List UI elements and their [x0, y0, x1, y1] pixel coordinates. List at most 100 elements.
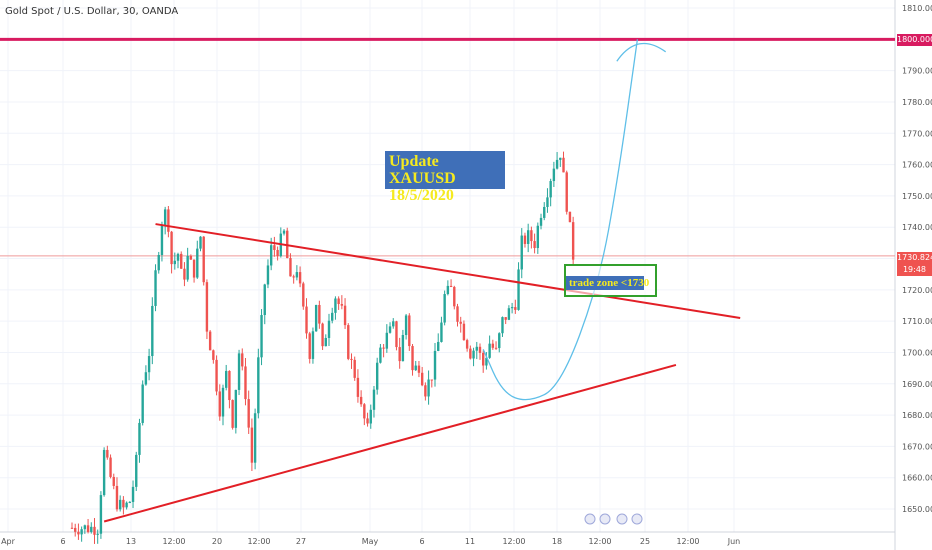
- candle-body: [559, 157, 562, 160]
- candle-body: [411, 346, 414, 371]
- candle-body: [186, 255, 189, 280]
- candle-body: [215, 359, 218, 392]
- candle-body: [138, 422, 141, 455]
- candle-body: [482, 352, 485, 366]
- candle-body: [170, 231, 173, 265]
- last-price-tag: 1730.824: [897, 252, 932, 264]
- candle-body: [298, 272, 302, 284]
- candle-body: [218, 391, 221, 417]
- candle-body: [266, 265, 270, 285]
- candle-body: [295, 272, 299, 278]
- time-axis-tick-label: 13: [126, 537, 136, 546]
- candle-body: [350, 358, 353, 360]
- time-axis-tick-label: 11: [465, 537, 475, 546]
- candle-body: [160, 225, 164, 255]
- candle-body: [449, 285, 453, 287]
- candle-body: [247, 399, 250, 428]
- projection-curve: [482, 39, 639, 401]
- candle-body: [363, 404, 366, 419]
- candle-body: [347, 325, 350, 359]
- price-axis-tick-label: 1760.000: [902, 161, 932, 170]
- candle-body: [324, 337, 327, 347]
- candle-body: [90, 526, 93, 532]
- candle-body: [456, 306, 459, 322]
- candle-body: [433, 350, 437, 380]
- candle-body: [125, 502, 128, 508]
- candle-body: [343, 305, 347, 326]
- price-axis-tick-label: 1710.000: [902, 317, 932, 326]
- candle-body: [555, 159, 559, 169]
- candle-body: [501, 317, 504, 334]
- candle-body: [475, 346, 478, 351]
- candle-body: [260, 315, 263, 358]
- candle-body: [276, 249, 279, 257]
- candle-body: [128, 501, 132, 503]
- candle-body: [526, 230, 530, 244]
- candle-body: [385, 332, 389, 349]
- candle-body: [118, 499, 122, 510]
- candle-body: [183, 268, 186, 280]
- candle-body: [167, 209, 170, 232]
- candle-body: [269, 245, 273, 266]
- candle-body: [77, 531, 80, 535]
- candle-body: [93, 526, 96, 535]
- candle-body: [106, 449, 109, 458]
- candle-body: [446, 285, 450, 295]
- time-axis-tick-label: 25: [640, 537, 650, 546]
- price-axis-tick-label: 1810.000: [902, 4, 932, 13]
- candle-body: [225, 370, 228, 388]
- time-axis-tick-label: 6: [419, 537, 424, 546]
- economic-event-icon: [584, 513, 596, 525]
- candle-body: [507, 308, 511, 320]
- candle-body: [122, 499, 125, 508]
- candle-body: [504, 317, 507, 320]
- candle-body: [478, 346, 482, 353]
- candle-body: [353, 359, 356, 378]
- candle-body: [375, 362, 379, 390]
- annotation-line-2: 18/5/2020: [389, 187, 454, 204]
- price-axis-tick-label: 1690.000: [902, 380, 932, 389]
- candle-body: [414, 365, 417, 371]
- candle-body: [562, 157, 565, 173]
- candle-body: [212, 350, 215, 360]
- candle-body: [427, 379, 430, 397]
- candle-body: [491, 343, 495, 348]
- candle-body: [74, 527, 77, 532]
- candle-body: [356, 377, 360, 397]
- candle-body: [115, 485, 119, 510]
- candle-body: [465, 340, 469, 349]
- candle-body: [546, 197, 549, 207]
- candle-body: [334, 298, 337, 313]
- candle-body: [469, 348, 472, 359]
- candle-body: [202, 236, 205, 283]
- time-axis-tick-label: 12:00: [247, 537, 270, 546]
- candle-body: [292, 276, 295, 278]
- candle-body: [539, 217, 543, 226]
- time-axis-tick-label: 18: [552, 537, 562, 546]
- candle-body: [536, 225, 540, 249]
- candle-body: [437, 341, 440, 351]
- candle-body: [568, 211, 572, 223]
- time-axis-tick-label: Apr: [1, 537, 16, 546]
- candle-body: [99, 495, 103, 534]
- candle-body: [157, 254, 160, 271]
- candle-body: [302, 283, 305, 307]
- time-axis-tick-label: 6: [60, 537, 65, 546]
- candle-body: [83, 525, 87, 530]
- plot-background: [0, 0, 895, 532]
- upper-trendline: [155, 223, 741, 319]
- candle-body: [420, 372, 424, 386]
- candle-body: [485, 357, 488, 366]
- symbol-title: Gold Spot / U.S. Dollar, 30, OANDA: [5, 6, 179, 17]
- candle-body: [520, 235, 523, 270]
- candle-body: [102, 449, 106, 496]
- candle-body: [510, 307, 514, 309]
- candle-body: [141, 384, 144, 423]
- candle-body: [176, 253, 180, 261]
- economic-event-icon: [599, 513, 611, 525]
- candle-body: [530, 230, 533, 242]
- price-axis-tick-label: 1660.000: [902, 474, 932, 483]
- candle-body: [80, 529, 83, 535]
